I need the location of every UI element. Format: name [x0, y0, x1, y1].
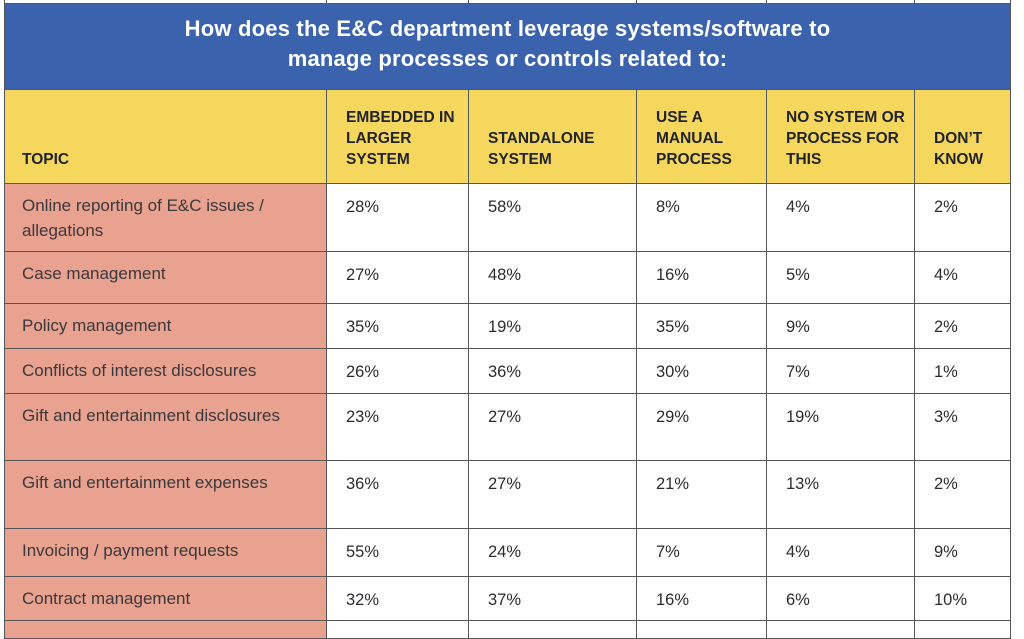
column-header-don-t-know: DON’T KNOW [914, 88, 1011, 184]
column-header-topic: TOPIC [4, 88, 327, 184]
value-cell: 21% [636, 459, 767, 529]
topic-cell: Contract management [4, 575, 327, 621]
value-cell: 37% [468, 575, 637, 621]
survey-table-sheet: How does the E&C department leverage sys… [4, 0, 1011, 639]
value-cell: 35% [326, 302, 469, 349]
table-row: Invoicing / payment requests 55% 24% 7% 4% 9% [4, 527, 1011, 577]
topic-cell: Invoicing / payment requests [4, 527, 327, 577]
value-cell: 2% [914, 302, 1011, 349]
table-title-banner: How does the E&C department leverage sys… [4, 2, 1011, 90]
value-cell: 7% [636, 527, 767, 577]
value-cell: 29% [636, 392, 767, 461]
value-cell: 36% [326, 459, 469, 529]
value-cell: 10% [914, 575, 1011, 621]
value-cell: 16% [636, 250, 767, 304]
value-cell: 28% [326, 182, 469, 252]
value-cell: 35% [636, 302, 767, 349]
value-cell: 5% [766, 250, 915, 304]
topic-cell [4, 619, 327, 639]
value-cell: 6% [766, 575, 915, 621]
value-cell: 2% [914, 459, 1011, 529]
table-row: Conflicts of interest disclosures 26% 36% 3… [4, 347, 1011, 394]
value-cell: 16% [636, 575, 767, 621]
topic-cell: Conflicts of interest disclosures [4, 347, 327, 394]
value-cell: 27% [326, 250, 469, 304]
survey-results-table: How does the E&C department leverage sys… [4, 0, 1011, 639]
value-cell: 26% [326, 347, 469, 394]
table-row: Case management 27% 48% 16% 5% 4% [4, 250, 1011, 304]
value-cell: 4% [766, 527, 915, 577]
column-header-embedded-in-larger-system: EMBEDDED IN LARGER SYSTEM [326, 88, 469, 184]
topic-cell: Online reporting of E&C issues / allegat… [4, 182, 327, 252]
column-header-row: TOPIC EMBEDDED IN LARGER SYSTEM STANDALONE… [4, 88, 1011, 184]
topic-cell: Gift and entertainment expenses [4, 459, 327, 529]
value-cell: 32% [326, 575, 469, 621]
value-cell: 2% [914, 182, 1011, 252]
value-cell: 13% [766, 459, 915, 529]
topic-cell: Case management [4, 250, 327, 304]
value-cell: 23% [326, 392, 469, 461]
table-title-line-1: How does the E&C department leverage sys… [184, 16, 831, 41]
value-cell: 4% [914, 250, 1011, 304]
value-cell [636, 619, 767, 639]
value-cell: 9% [914, 527, 1011, 577]
value-cell: 36% [468, 347, 637, 394]
value-cell: 24% [468, 527, 637, 577]
table-row: Online reporting of E&C issues / allegat… [4, 182, 1011, 252]
cropped-row-bottom-sliver [4, 619, 1011, 639]
page: { "banner": { "title_line1": "How does t… [4, 0, 1011, 639]
value-cell: 8% [636, 182, 767, 252]
value-cell: 19% [766, 392, 915, 461]
column-header-no-system-or-process-for-this: NO SYSTEM OR PROCESS FOR THIS [766, 88, 915, 184]
table-row: Contract management 32% 37% 16% 6% 10% [4, 575, 1011, 621]
value-cell: 30% [636, 347, 767, 394]
value-cell [468, 619, 637, 639]
value-cell [326, 619, 469, 639]
topic-cell: Policy management [4, 302, 327, 349]
value-cell: 3% [914, 392, 1011, 461]
topic-cell: Gift and entertainment disclosures [4, 392, 327, 461]
value-cell: 27% [468, 392, 637, 461]
table-title-line-2: manage processes or controls related to: [287, 46, 728, 71]
title-banner-row: How does the E&C department leverage sys… [4, 2, 1011, 90]
value-cell: 27% [468, 459, 637, 529]
value-cell: 48% [468, 250, 637, 304]
value-cell: 7% [766, 347, 915, 394]
value-cell: 58% [468, 182, 637, 252]
value-cell [766, 619, 915, 639]
value-cell [914, 619, 1011, 639]
value-cell: 4% [766, 182, 915, 252]
table-row: Gift and entertainment expenses 36% 27% 21%… [4, 459, 1011, 529]
value-cell: 19% [468, 302, 637, 349]
table-row: Gift and entertainment disclosures 23% 27%… [4, 392, 1011, 461]
value-cell: 9% [766, 302, 915, 349]
column-header-standalone-system: STANDALONE SYSTEM [468, 88, 637, 184]
column-header-use-a-manual-process: USE A MANUAL PROCESS [636, 88, 767, 184]
table-row: Policy management 35% 19% 35% 9% 2% [4, 302, 1011, 349]
value-cell: 1% [914, 347, 1011, 394]
value-cell: 55% [326, 527, 469, 577]
